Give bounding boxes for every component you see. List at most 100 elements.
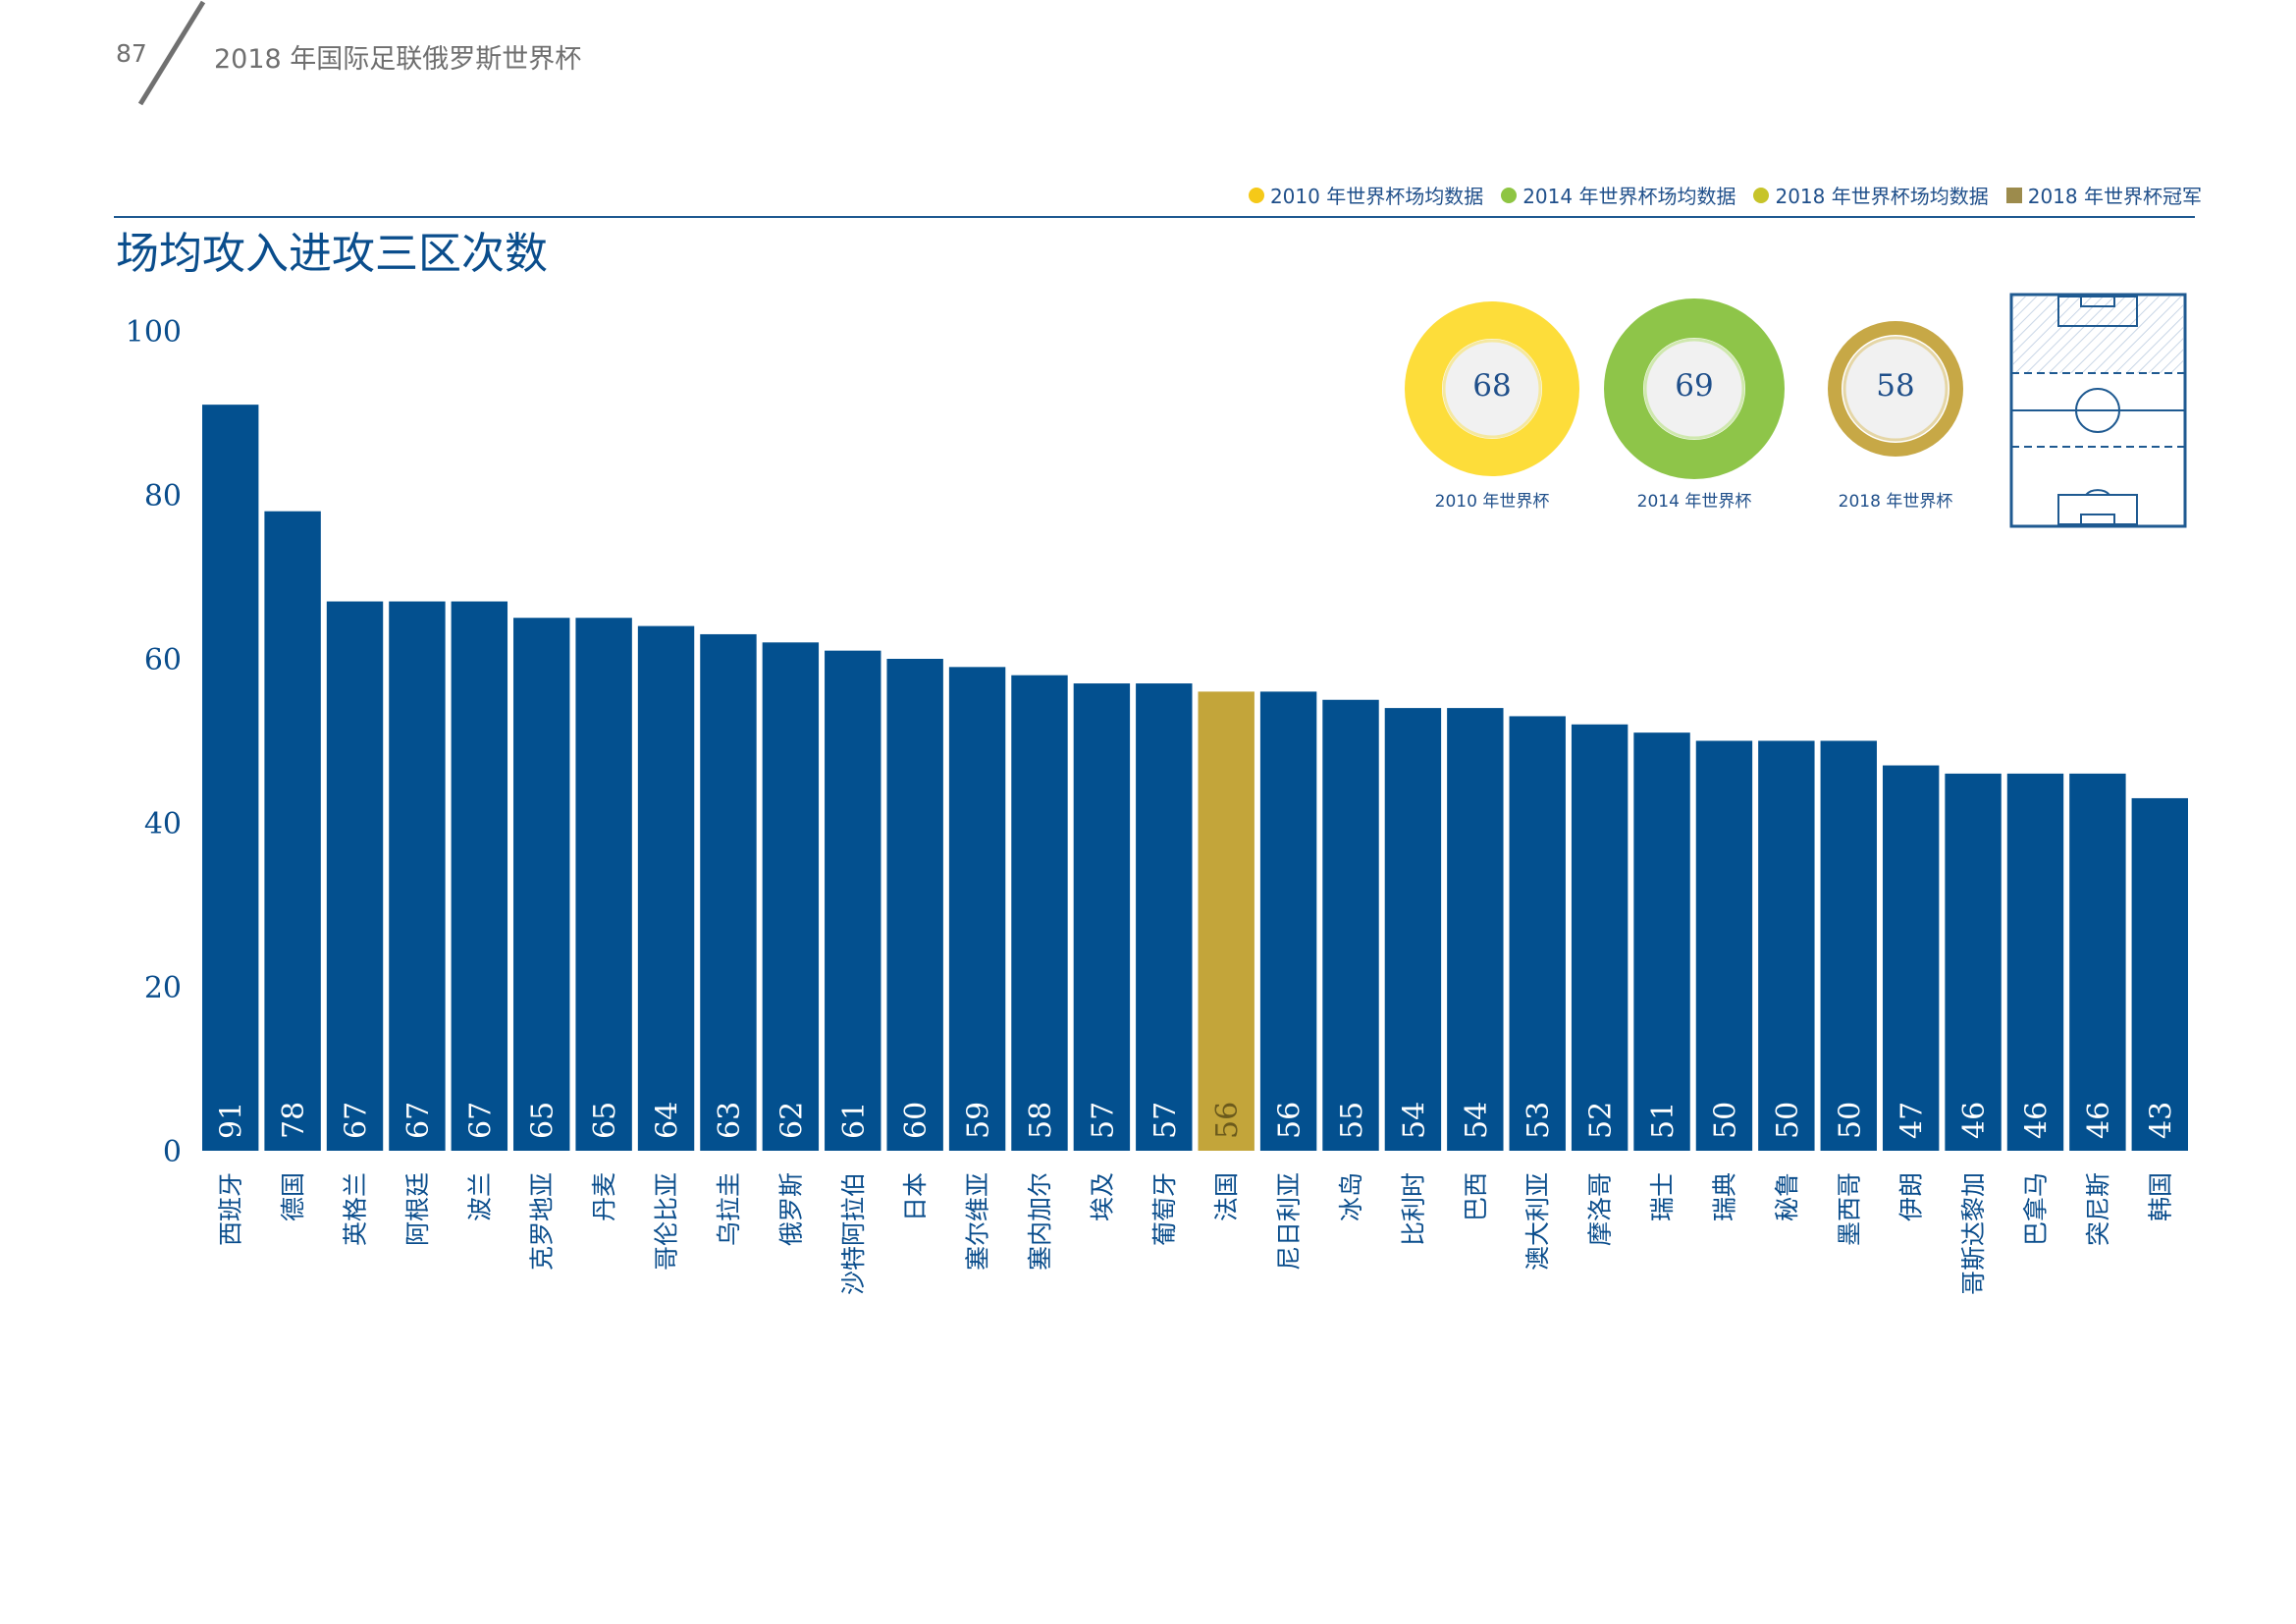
x-category-label: 韩国 [2146,1172,2174,1221]
bar-value-label: 50 [1708,1102,1742,1139]
x-category-label: 法国 [1212,1172,1241,1221]
legend-label-2010: 2010 年世界杯场均数据 [1269,185,1484,208]
page-header: 87 2018 年国际足联俄罗斯世界杯 [0,0,2296,118]
bar-墨西哥 [1820,740,1877,1151]
bar-克罗地亚 [513,618,570,1151]
bar-value-label: 62 [774,1102,809,1139]
x-category-label: 克罗地亚 [528,1172,557,1271]
x-category-label: 德国 [279,1172,307,1221]
bar-澳大利亚 [1509,716,1566,1151]
bar-value-label: 54 [1397,1102,1431,1139]
bar-哥伦比亚 [637,625,695,1151]
bar-巴西 [1447,708,1504,1151]
bar-法国 [1198,691,1255,1151]
donut-label-2014: 2014 年世界杯 [1636,492,1752,512]
bar-value-label: 59 [962,1102,996,1139]
bar-value-label: 56 [1273,1102,1308,1139]
y-tick-label: 0 [163,1135,182,1169]
bar-value-label: 51 [1646,1102,1681,1139]
bar-value-label: 63 [713,1102,747,1139]
bar-value-label: 67 [401,1102,436,1139]
bar-value-label: 67 [463,1102,498,1139]
x-category-label: 瑞士 [1648,1172,1677,1221]
bar-value-label: 46 [1957,1102,1992,1139]
y-tick-label: 20 [144,971,182,1005]
bar-葡萄牙 [1136,683,1193,1151]
bar-突尼斯 [2069,773,2126,1151]
bar-value-label: 46 [2019,1102,2054,1139]
bar-韩国 [2131,797,2188,1151]
legend-item-2018: 2018 年世界杯场均数据 [1753,181,1989,209]
bar-德国 [264,511,321,1151]
bar-value-label: 56 [1210,1102,1245,1139]
bar-英格兰 [326,601,384,1151]
bar-日本 [886,659,943,1151]
x-category-label: 冰岛 [1337,1172,1365,1221]
bar-value-label: 47 [1896,1102,1930,1139]
x-category-label: 比利时 [1399,1172,1427,1246]
bar-value-label: 43 [2144,1102,2178,1139]
x-category-label: 塞尔维亚 [964,1172,992,1271]
donut-label-2010: 2010 年世界杯 [1434,492,1550,512]
x-category-label: 秘鲁 [1773,1172,1801,1221]
y-tick-label: 40 [144,807,182,841]
bar-value-label: 65 [526,1102,561,1139]
x-category-label: 哥伦比亚 [653,1172,681,1271]
x-category-label: 瑞典 [1710,1172,1738,1221]
bar-value-label: 65 [588,1102,622,1139]
x-category-label: 伊朗 [1897,1172,1926,1221]
header-slash-divider [137,0,206,106]
x-category-label: 英格兰 [342,1172,370,1246]
x-category-label: 乌拉圭 [715,1172,743,1246]
x-category-label: 哥斯达黎加 [1959,1172,1988,1295]
bar-value-label: 60 [899,1102,934,1139]
donut-value-2010: 68 [1472,368,1512,404]
bar-哥斯达黎加 [1945,773,2002,1151]
bar-value-label: 57 [1086,1102,1120,1139]
title-rule [114,216,2195,218]
legend-label-2018: 2018 年世界杯场均数据 [1775,185,1989,208]
x-category-label: 日本 [901,1172,930,1221]
document-title: 2018 年国际足联俄罗斯世界杯 [214,44,582,75]
bar-value-label: 52 [1584,1102,1619,1139]
bar-埃及 [1073,683,1131,1151]
bar-value-label: 50 [1771,1102,1805,1139]
x-category-label: 塞内加尔 [1026,1172,1054,1271]
bar-波兰 [451,601,508,1151]
x-category-label: 西班牙 [217,1172,245,1246]
bar-value-label: 58 [1024,1102,1058,1139]
bar-value-label: 55 [1335,1102,1369,1139]
chart-legend: 2010 年世界杯场均数据 2014 年世界杯场均数据 2018 年世界杯场均数… [1248,181,2202,209]
y-tick-label: 60 [144,643,182,677]
x-category-label: 葡萄牙 [1150,1172,1179,1246]
x-category-label: 阿根廷 [403,1172,432,1246]
legend-marker-2014 [1501,187,1518,203]
x-category-label: 丹麦 [590,1172,618,1221]
bar-冰岛 [1322,699,1379,1151]
x-category-label: 巴拿马 [2021,1172,2050,1246]
x-category-label: 波兰 [465,1172,494,1221]
bar-乌拉圭 [700,633,757,1151]
legend-marker-2010 [1248,187,1264,203]
x-category-label: 澳大利亚 [1523,1172,1552,1271]
x-category-label: 沙特阿拉伯 [839,1172,868,1295]
bar-瑞典 [1695,740,1753,1151]
bar-value-label: 46 [2082,1102,2116,1139]
donut-label-2018: 2018 年世界杯 [1838,492,1953,512]
bar-瑞士 [1633,732,1690,1151]
bar-沙特阿拉伯 [825,650,881,1151]
bar-value-label: 91 [215,1102,249,1139]
legend-label-champion: 2018 年世界杯冠军 [2027,185,2202,208]
bar-value-label: 57 [1148,1102,1183,1139]
x-category-label: 俄罗斯 [776,1172,805,1246]
x-category-label: 尼日利亚 [1275,1172,1304,1271]
legend-label-2014: 2014 年世界杯场均数据 [1522,185,1736,208]
bar-俄罗斯 [762,642,820,1151]
bar-value-label: 67 [340,1102,374,1139]
bar-西班牙 [202,405,259,1151]
bar-巴拿马 [2006,773,2064,1151]
legend-item-champion: 2018 年世界杯冠军 [2005,181,2202,209]
y-tick-label: 80 [144,479,182,514]
bar-比利时 [1384,708,1442,1151]
